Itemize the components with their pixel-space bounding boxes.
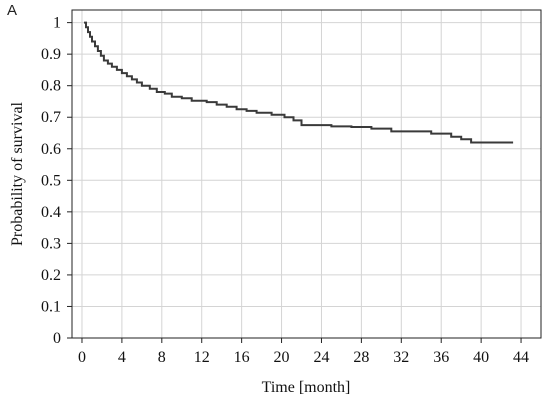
plot-frame <box>71 9 542 339</box>
survival-curve <box>84 21 514 144</box>
x-tick-label: 20 <box>274 349 290 366</box>
x-tick-label: 24 <box>313 349 329 366</box>
y-tick-label: 0.9 <box>41 46 61 63</box>
y-tick-label: 0.2 <box>41 267 61 284</box>
y-tick-label: 1 <box>53 15 61 32</box>
x-tick-label: 16 <box>234 349 250 366</box>
x-tick-label: 36 <box>433 349 449 366</box>
x-axis-ticks: 0 4 8 12 16 20 24 28 32 36 40 44 <box>78 338 529 366</box>
y-axis-ticks: 0 0.1 0.2 0.3 0.4 0.5 0.6 0.7 0.8 0.9 1 <box>41 15 72 347</box>
x-tick-label: 44 <box>513 349 529 366</box>
gridlines <box>72 10 541 339</box>
x-tick-label: 0 <box>78 349 86 366</box>
y-tick-label: 0.4 <box>41 204 61 221</box>
y-tick-label: 0.5 <box>41 172 61 189</box>
x-tick-label: 32 <box>393 349 409 366</box>
x-tick-label: 12 <box>194 349 210 366</box>
x-tick-label: 40 <box>473 349 489 366</box>
x-tick-label: 28 <box>353 349 369 366</box>
y-tick-label: 0.3 <box>41 235 61 252</box>
panel-label: A <box>7 2 18 19</box>
y-tick-label: 0.8 <box>41 78 61 95</box>
x-axis-label: Time [month] <box>262 379 351 396</box>
y-tick-label: 0.7 <box>41 109 61 126</box>
y-tick-label: 0 <box>53 330 61 347</box>
x-tick-label: 4 <box>118 349 126 366</box>
y-axis-label: Probability of survival <box>9 101 26 246</box>
y-tick-label: 0.1 <box>41 298 61 315</box>
x-tick-label: 8 <box>158 349 166 366</box>
y-tick-label: 0.6 <box>41 141 61 158</box>
